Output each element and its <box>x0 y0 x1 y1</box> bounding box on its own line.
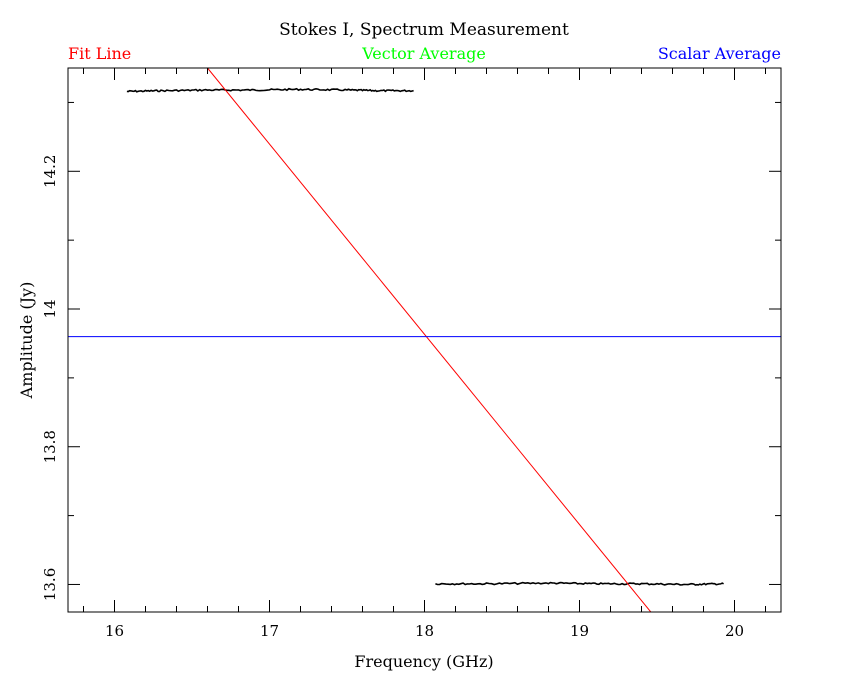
x-axis-label: Frequency (GHz) <box>354 652 493 671</box>
y-tick-label: 14 <box>41 299 59 318</box>
y-tick-label: 14.2 <box>41 155 59 188</box>
x-tick-label: 19 <box>570 622 589 640</box>
chart-axes: 16 17 18 19 20 13.6 13.8 14 14.2 <box>41 68 781 640</box>
chart-title: Stokes I, Spectrum Measurement <box>279 20 569 40</box>
y-axis-label: Amplitude (Jy) <box>17 282 36 400</box>
plot-frame <box>67 67 782 613</box>
legend-vector-average: Vector Average <box>361 44 486 63</box>
x-tick-label: 16 <box>105 622 124 640</box>
chart-marks <box>68 68 781 612</box>
x-tick-label: 18 <box>415 622 434 640</box>
series-data-0 <box>126 87 414 93</box>
x-tick-label: 20 <box>725 622 744 640</box>
series-fit-2 <box>207 68 652 612</box>
y-tick-label: 13.6 <box>41 568 59 601</box>
legend-fit-line: Fit Line <box>68 44 131 63</box>
series-data-1 <box>435 581 724 586</box>
x-tick-label: 17 <box>260 622 279 640</box>
legend-scalar-average: Scalar Average <box>658 44 781 63</box>
y-tick-label: 13.8 <box>41 430 59 463</box>
